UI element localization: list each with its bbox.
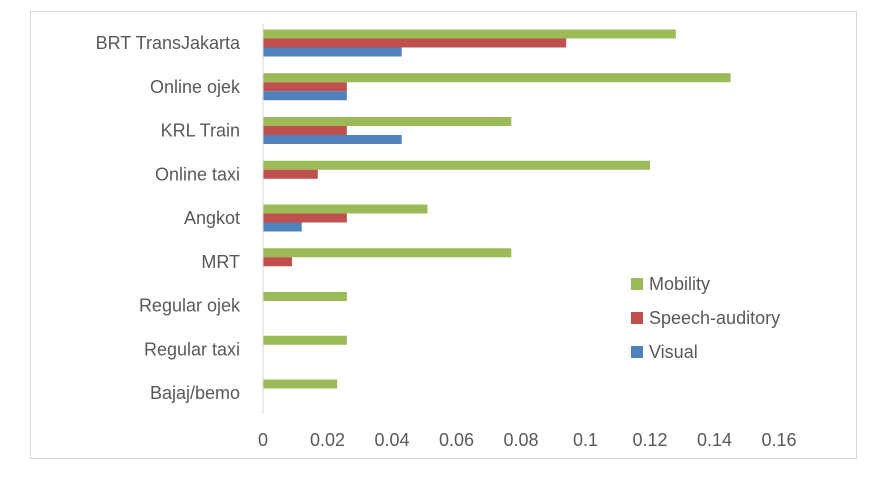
- x-tick-label: 0.14: [697, 430, 732, 450]
- bars-layer: [263, 29, 731, 389]
- category-label: Bajaj/bemo: [150, 383, 240, 403]
- bar-mrt-speech-auditory: [263, 257, 293, 267]
- bar-brt-transjakarta-mobility: [263, 29, 676, 39]
- bar-online-ojek-visual: [263, 91, 347, 101]
- bar-brt-transjakarta-speech-auditory: [263, 38, 567, 48]
- bar-mrt-mobility: [263, 248, 512, 258]
- x-tick-label: 0.16: [761, 430, 796, 450]
- bar-online-taxi-speech-auditory: [263, 169, 318, 179]
- legend-label-visual: Visual: [649, 342, 698, 362]
- bar-angkot-visual: [263, 222, 302, 232]
- category-label: Regular taxi: [144, 339, 240, 359]
- x-tick-label: 0: [258, 430, 268, 450]
- x-tick-label: 0.02: [310, 430, 345, 450]
- x-tick-labels: 0 0.02 0.04 0.06 0.08 0.1 0.12 0.14 0.16: [258, 430, 797, 450]
- x-tick-label: 0.04: [374, 430, 409, 450]
- legend-swatch-speech-auditory: [631, 312, 643, 324]
- x-tick-label: 0.06: [439, 430, 474, 450]
- x-tick-label: 0.08: [503, 430, 538, 450]
- bar-bajaj-bemo-mobility: [263, 379, 338, 389]
- bar-online-ojek-mobility: [263, 73, 731, 83]
- category-label: BRT TransJakarta: [96, 33, 241, 53]
- bar-online-taxi-mobility: [263, 160, 650, 170]
- bar-brt-transjakarta-visual: [263, 47, 402, 57]
- bar-krl-train-visual: [263, 135, 402, 144]
- bar-angkot-speech-auditory: [263, 213, 347, 223]
- legend-swatch-mobility: [631, 278, 643, 290]
- category-label: Online ojek: [150, 77, 241, 97]
- legend-label-mobility: Mobility: [649, 274, 710, 294]
- bar-online-ojek-speech-auditory: [263, 82, 347, 92]
- category-labels: BRT TransJakarta Online ojek KRL Train Onli…: [96, 33, 241, 403]
- x-tick-label: 0.1: [573, 430, 598, 450]
- bar-krl-train-speech-auditory: [263, 126, 347, 135]
- legend-label-speech-auditory: Speech-auditory: [649, 308, 780, 328]
- chart-area: [30, 11, 857, 459]
- bar-krl-train-mobility: [263, 117, 512, 126]
- legend-swatch-visual: [631, 346, 643, 358]
- bar-regular-ojek-mobility: [263, 292, 347, 301]
- category-label: Regular ojek: [139, 296, 241, 316]
- category-label: Angkot: [184, 208, 240, 228]
- category-label: KRL Train: [161, 121, 240, 141]
- bar-regular-taxi-mobility: [263, 335, 347, 345]
- legend: Mobility Speech-auditory Visual: [631, 274, 780, 362]
- bar-angkot-mobility: [263, 204, 428, 214]
- category-label: MRT: [201, 252, 240, 272]
- category-label: Online taxi: [155, 164, 240, 184]
- x-tick-label: 0.12: [632, 430, 667, 450]
